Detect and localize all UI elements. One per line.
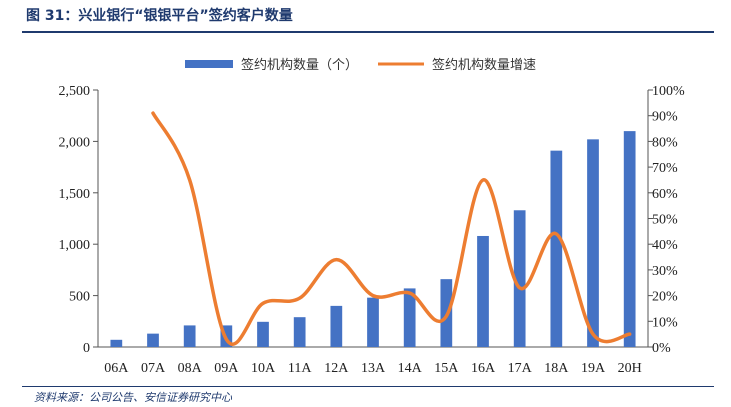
bar [587,139,599,347]
right-tick-label: 100% [652,84,685,99]
bar [293,317,306,347]
legend-label-bar: 签约机构数量（个） [241,57,358,73]
right-tick-label: 40% [652,238,678,253]
x-tick-label: 06A [104,361,129,376]
x-tick-label: 12A [324,361,349,376]
left-tick-label: 2,500 [59,84,91,99]
source-note: 资料来源：公司公告、安信证券研究中心 [34,391,232,404]
axes: 0 500 1,000 1,500 2,000 2,500 0% 10% 20% 30% 40% 50… [59,84,686,376]
figure-title: 图 31：兴业银行“银银平台”签约客户数量 [26,8,293,24]
x-tick-label: 19A [581,361,606,376]
x-tick-label: 14A [398,361,423,376]
x-tick-label: 18A [544,361,569,376]
x-tick-label: 17A [508,361,533,376]
left-tick-label: 1,000 [59,238,91,253]
line-series [151,111,632,346]
bar [623,131,636,347]
right-tick-label: 50% [652,213,678,228]
left-tick-label: 500 [69,290,90,305]
x-tick-label: 16A [471,361,496,376]
right-tick-label: 0% [652,341,671,356]
bar [110,339,123,347]
legend-swatch-bar [185,60,233,68]
growth-line [151,111,632,346]
left-tick-label: 1,500 [59,187,91,202]
legend-label-line: 签约机构数量增速 [432,57,536,73]
right-tick-label: 60% [652,187,678,202]
left-tick-label: 0 [83,341,90,356]
x-tick-label: 09A [214,361,239,376]
right-tick-label: 10% [652,315,678,330]
bar [477,235,489,347]
left-tick-label: 2,000 [59,135,91,150]
x-tick-label: 20H [618,361,642,376]
right-tick-label: 80% [652,135,678,150]
x-tick-label: 10A [251,361,276,376]
bar [403,288,416,347]
bar [330,305,343,347]
right-tick-label: 90% [652,110,678,125]
title-divider [22,31,714,33]
right-tick-label: 30% [652,264,678,279]
x-tick-label: 07A [141,361,166,376]
bar [257,321,269,347]
legend: 签约机构数量（个） 签约机构数量增速 [185,57,536,73]
bar [513,210,526,347]
x-tick-label: 11A [288,361,312,376]
bar [550,150,563,347]
footer-divider [22,386,714,387]
bar [147,333,159,347]
x-tick-label: 15A [434,361,459,376]
x-tick-label: 13A [361,361,386,376]
x-tick-label: 08A [178,361,203,376]
right-tick-label: 20% [652,290,678,305]
right-tick-label: 70% [652,161,678,176]
bar-series [110,131,636,347]
bar [367,297,379,347]
bar [183,325,196,347]
chart: 签约机构数量（个） 签约机构数量增速 0 500 1,000 1,500 2,000 2,… [59,57,686,376]
